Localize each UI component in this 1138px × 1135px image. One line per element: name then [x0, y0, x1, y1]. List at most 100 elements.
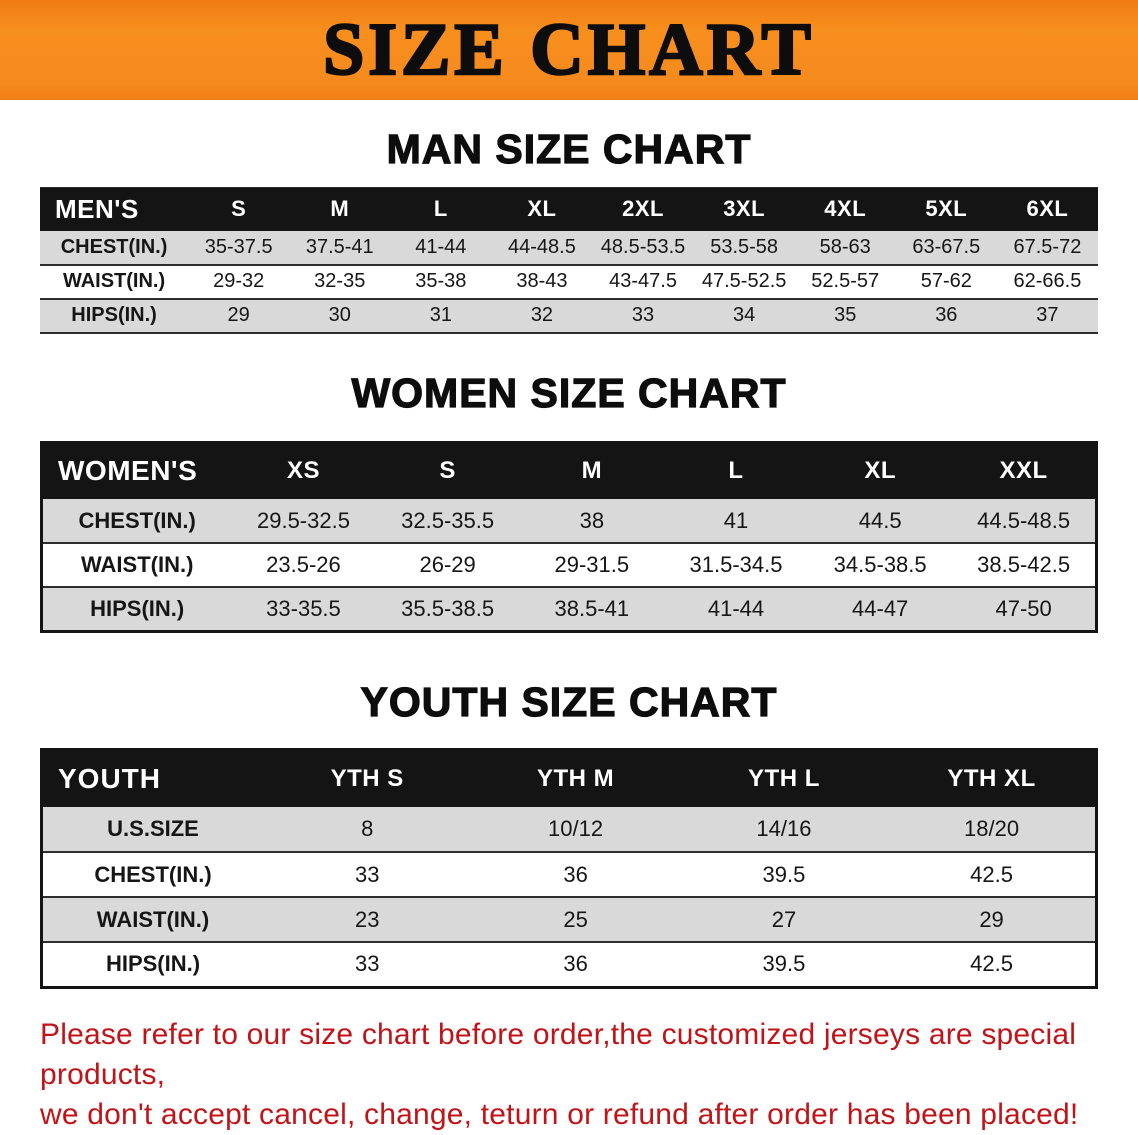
men-section-heading: MAN SIZE CHART: [386, 125, 752, 172]
table-row: WAIST(IN.) 29-32 32-35 35-38 38-43 43-47.5 47.…: [40, 264, 1098, 299]
youth-table-title: YOUTH: [58, 762, 161, 794]
size-cell: 10/12: [548, 816, 604, 841]
size-cell: 27: [771, 906, 797, 932]
column-header: M: [581, 457, 603, 485]
size-cell: 32-35: [314, 270, 366, 292]
column-header: 5XL: [925, 196, 968, 222]
column-header: M: [330, 196, 350, 222]
row-label: WAIST(IN.): [96, 906, 210, 932]
column-header: YTH XL: [947, 764, 1036, 792]
size-cell: 47.5-52.5: [701, 270, 787, 292]
table-row: CHEST(IN.) 35-37.5 37.5-41 41-44 44-48.5 48.5…: [40, 230, 1098, 265]
size-cell: 33-35.5: [266, 595, 341, 621]
size-cell: 58-63: [819, 235, 871, 258]
size-cell: 29-31.5: [554, 552, 630, 577]
size-cell: 47-50: [995, 595, 1052, 621]
size-cell: 48.5-53.5: [600, 235, 686, 258]
row-label: CHEST(IN.): [78, 507, 196, 533]
size-cell: 38-43: [516, 270, 568, 292]
table-row: WAIST(IN.) 23 25 27 29: [41, 897, 1097, 942]
size-cell: 35-37.5: [204, 235, 273, 258]
column-header: S: [439, 457, 456, 485]
row-label: HIPS(IN.): [105, 951, 201, 977]
size-cell: 39.5: [762, 951, 806, 977]
size-cell: 44-48.5: [508, 235, 576, 258]
column-header: 3XL: [723, 196, 766, 222]
size-cell: 14/16: [756, 816, 812, 841]
column-header: YTH S: [330, 764, 404, 792]
column-header: L: [433, 196, 448, 222]
youth-table-wrap: YOUTH YTH S YTH M YTH L YTH XL U.S.SIZE 8 10/12…: [40, 747, 1098, 989]
size-cell: 30: [328, 304, 351, 326]
size-cell: 33: [631, 304, 655, 326]
column-header: XXL: [999, 457, 1048, 485]
size-cell: 25: [563, 906, 588, 932]
youth-size-table: YOUTH YTH S YTH M YTH L YTH XL U.S.SIZE 8 10/12…: [40, 747, 1098, 989]
size-cell: 36: [563, 951, 588, 977]
women-section-heading: WOMEN SIZE CHART: [351, 369, 787, 416]
size-cell: 29: [979, 906, 1004, 932]
column-header: S: [231, 196, 247, 222]
size-cell: 35-38: [415, 270, 467, 292]
column-header: 4XL: [824, 196, 867, 222]
column-header: XS: [286, 457, 320, 485]
youth-header-row: YOUTH YTH S YTH M YTH L YTH XL: [41, 749, 1097, 807]
women-table-wrap: WOMEN'S XS S M L XL XXL CHEST(IN.) 29.5-32.5 32.5…: [40, 440, 1098, 633]
women-size-table: WOMEN'S XS S M L XL XXL CHEST(IN.) 29.5-32.5 32.5…: [40, 440, 1098, 633]
row-label: HIPS(IN.): [90, 595, 185, 621]
size-cell: 29: [227, 304, 250, 326]
column-header: 6XL: [1026, 196, 1069, 222]
table-row: CHEST(IN.) 29.5-32.5 32.5-35.5 38 41 44.5 44.5…: [41, 499, 1097, 543]
women-section: WOMEN SIZE CHART WOMEN'S XS S M L XL XXL CHEST(…: [0, 369, 1138, 633]
row-label: WAIST(IN.): [62, 270, 166, 292]
size-cell: 42.5: [970, 951, 1013, 977]
disclaimer-note: Please refer to our size chart before or…: [40, 1015, 1102, 1135]
size-cell: 44.5: [858, 507, 902, 533]
size-cell: 62-66.5: [1013, 270, 1082, 292]
size-cell: 29.5-32.5: [256, 507, 350, 533]
men-size-table: MEN'S S M L XL 2XL 3XL 4XL 5XL 6XL CHEST(IN.) 35-37…: [40, 187, 1098, 334]
size-cell: 36: [563, 861, 588, 887]
table-row: WAIST(IN.) 23.5-26 26-29 29-31.5 31.5-34.5 34…: [41, 543, 1097, 587]
disclaimer-line-1: Please refer to our size chart before or…: [40, 1017, 1077, 1091]
column-header: L: [728, 457, 744, 485]
size-cell: 32: [530, 304, 554, 326]
size-cell: 37: [1036, 304, 1059, 326]
size-cell: 26-29: [419, 552, 476, 577]
size-cell: 43-47.5: [609, 270, 677, 292]
table-row: HIPS(IN.) 29 30 31 32 33 34 35 36 37: [40, 298, 1098, 333]
size-cell: 41: [723, 507, 749, 533]
size-cell: 35: [834, 304, 857, 326]
size-cell: 35.5-38.5: [401, 595, 495, 621]
size-cell: 52.5-57: [811, 270, 880, 292]
size-cell: 37.5-41: [305, 235, 374, 258]
banner: SIZE CHART: [0, 0, 1138, 100]
table-row: U.S.SIZE 8 10/12 14/16 18/20: [41, 807, 1097, 852]
size-cell: 31.5-34.5: [689, 552, 783, 577]
row-label: CHEST(IN.): [94, 861, 212, 887]
column-header: YTH L: [748, 764, 820, 792]
size-cell: 31: [429, 304, 452, 326]
column-header: 2XL: [622, 196, 664, 222]
size-cell: 29-32: [213, 270, 265, 292]
table-row: CHEST(IN.) 33 36 39.5 42.5: [41, 852, 1097, 897]
size-cell: 67.5-72: [1013, 235, 1082, 258]
size-cell: 63-67.5: [912, 235, 981, 258]
size-cell: 57-62: [920, 270, 972, 292]
men-section: MAN SIZE CHART MEN'S S M L XL 2XL 3XL 4XL 5XL 6XL…: [0, 125, 1138, 334]
table-row: HIPS(IN.) 33-35.5 35.5-38.5 38.5-41 41-44 44-…: [41, 587, 1097, 631]
size-cell: 42.5: [970, 861, 1013, 887]
size-charts: MAN SIZE CHART MEN'S S M L XL 2XL 3XL 4XL 5XL 6XL…: [0, 125, 1138, 989]
row-label: U.S.SIZE: [107, 816, 199, 841]
disclaimer-line-2: we don't accept cancel, change, teturn o…: [40, 1097, 1079, 1131]
men-header-row: MEN'S S M L XL 2XL 3XL 4XL 5XL 6XL: [40, 187, 1098, 231]
size-cell: 32.5-35.5: [401, 507, 495, 533]
row-label: HIPS(IN.): [71, 304, 157, 326]
size-cell: 38.5-41: [554, 595, 630, 621]
size-cell: 41-44: [415, 235, 467, 258]
page-title: SIZE CHART: [322, 9, 815, 91]
size-cell: 39.5: [762, 861, 806, 887]
size-cell: 36: [935, 304, 958, 326]
size-cell: 53.5-58: [710, 235, 779, 258]
row-label: WAIST(IN.): [80, 552, 194, 577]
